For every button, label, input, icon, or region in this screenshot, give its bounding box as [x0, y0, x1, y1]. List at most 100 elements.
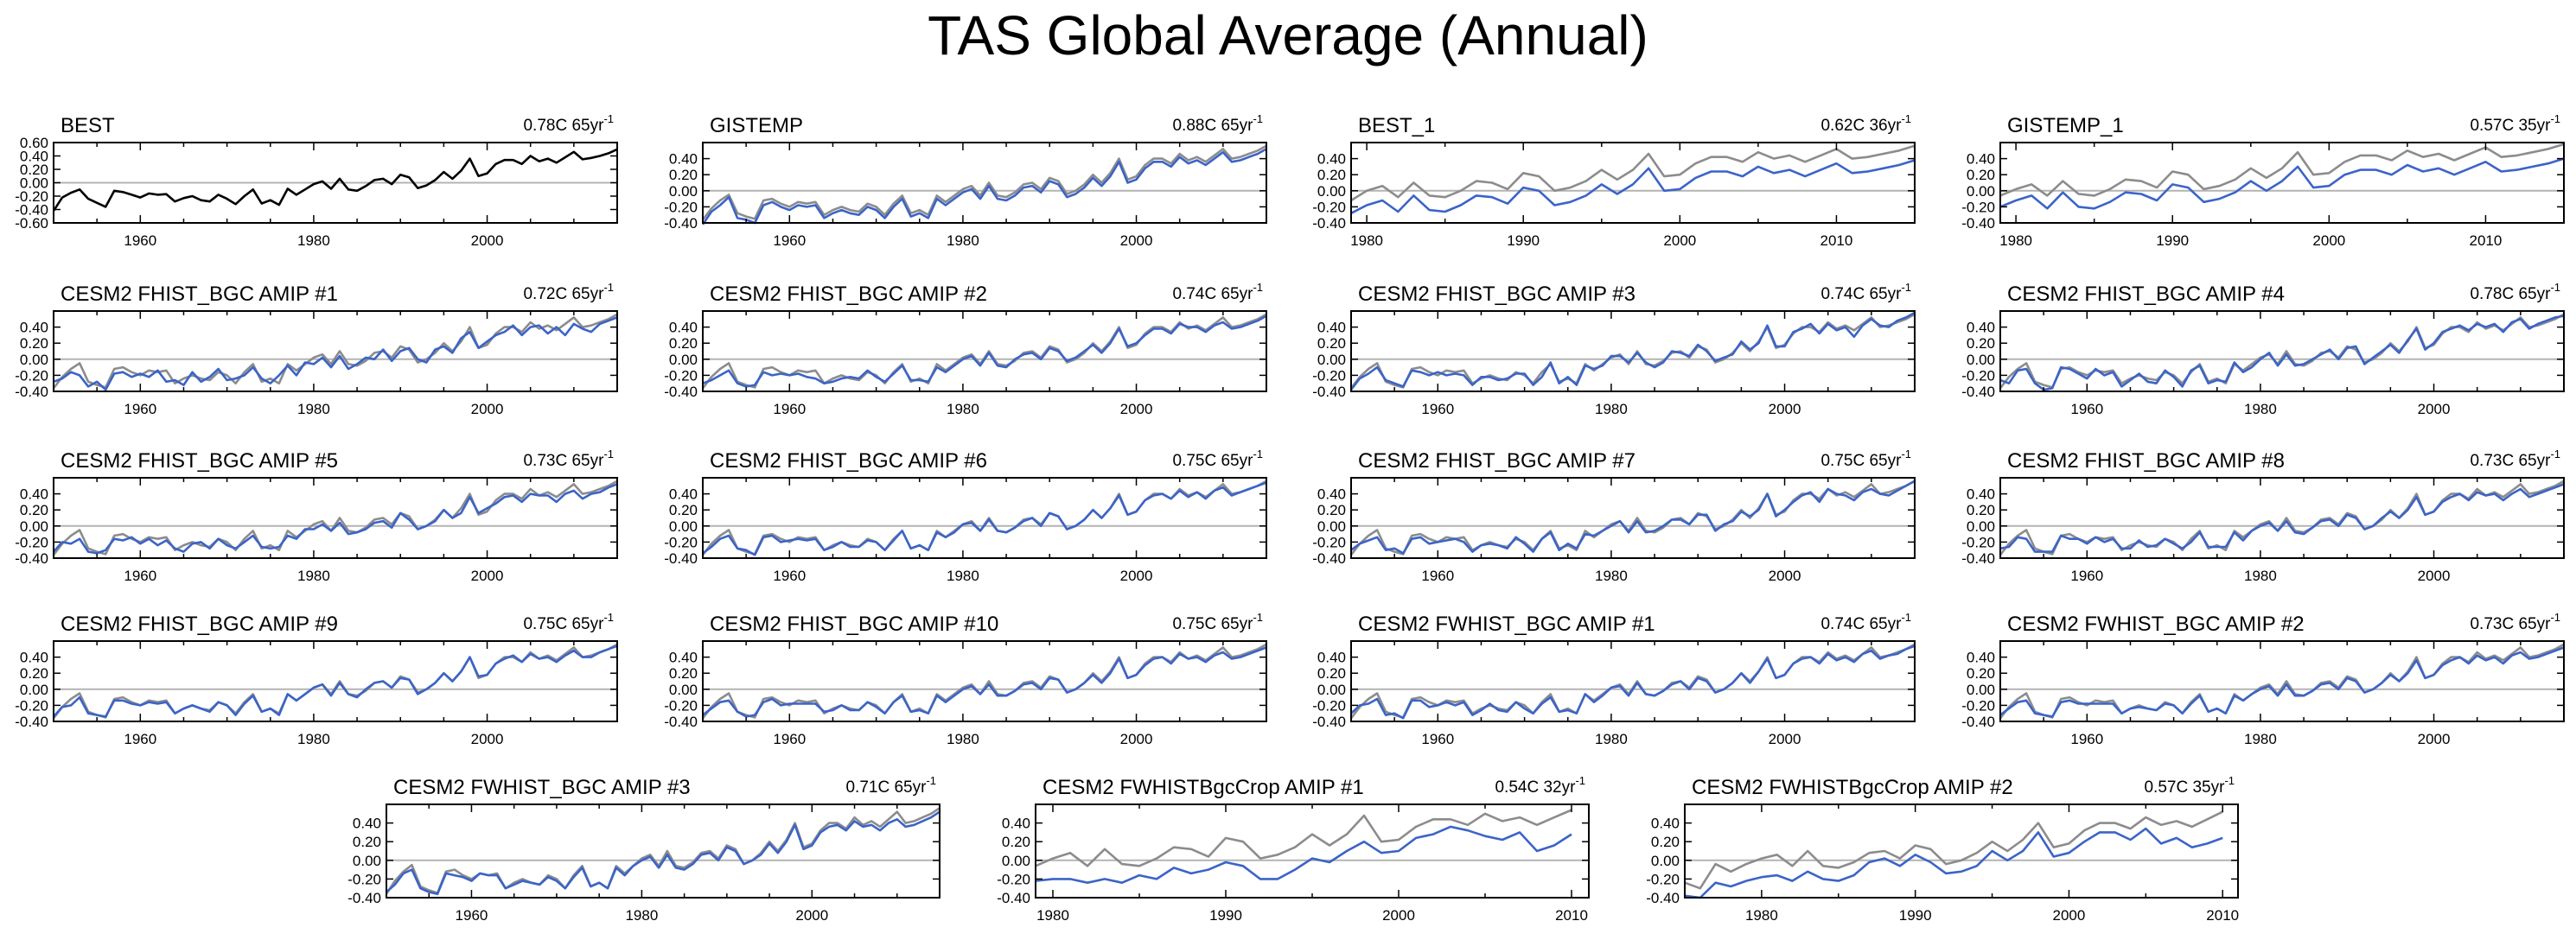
x-tick-label: 2010 — [2470, 232, 2503, 249]
x-tick-label: 2000 — [471, 401, 504, 417]
y-tick-label: -0.40 — [1312, 714, 1346, 730]
x-tick-label: 1960 — [773, 731, 806, 747]
series-line — [1350, 480, 1916, 555]
x-tick-label: 2000 — [1769, 401, 1801, 417]
y-tick-label: -0.20 — [15, 367, 48, 384]
x-tick-label: 2000 — [1120, 568, 1153, 584]
y-tick-label: 0.40 — [20, 650, 48, 666]
y-tick-label: -0.40 — [348, 890, 381, 906]
y-tick-label: -0.40 — [1961, 714, 1995, 730]
x-tick-label: 1980 — [1595, 731, 1628, 747]
panel-title: CESM2 FHIST_BGC AMIP #3 — [1358, 283, 1636, 306]
panel-trend-stat: 0.62C 36yr-1 — [1820, 112, 1911, 135]
x-tick-label: 2000 — [1382, 907, 1415, 924]
x-tick-label: 1960 — [773, 401, 806, 417]
series-line — [702, 314, 1267, 388]
series-line — [1684, 810, 2223, 890]
x-tick-label: 1980 — [1999, 232, 2032, 249]
y-tick-label: 0.00 — [669, 183, 698, 200]
x-tick-label: 1980 — [947, 232, 979, 249]
series-line — [1349, 480, 1916, 556]
y-tick-label: 0.40 — [669, 151, 698, 168]
x-tick-label: 2000 — [1120, 232, 1153, 249]
panel-trend-stat: 0.71C 65yr-1 — [845, 774, 936, 797]
y-tick-label: 0.00 — [20, 352, 48, 368]
chart-panel: 1960 1980 2000 -0.40-0.200.000.200.40 GISTEM… — [664, 112, 1267, 249]
plot-frame — [702, 640, 1267, 722]
y-tick-label: 0.40 — [20, 486, 48, 503]
y-tick-label: 0.20 — [1967, 167, 1995, 183]
y-tick-label: 0.40 — [20, 320, 48, 336]
y-tick-label: -0.20 — [664, 367, 698, 384]
x-tick-label: 2000 — [471, 232, 504, 249]
y-tick-label: -0.20 — [1312, 367, 1346, 384]
series-line — [52, 480, 618, 556]
x-tick-label: 1980 — [625, 907, 658, 924]
panel-title: GISTEMP — [710, 114, 803, 137]
panel-title: CESM2 FHIST_BGC AMIP #1 — [61, 283, 338, 306]
series-line — [52, 148, 618, 212]
y-tick-label: 0.40 — [1317, 320, 1346, 336]
panel-trend-stat: 0.72C 65yr-1 — [523, 281, 614, 303]
plot-frame — [1999, 142, 2565, 224]
panel-title: CESM2 FHIST_BGC AMIP #8 — [2007, 449, 2285, 473]
chart-panel: 1960 1980 2000 -0.40-0.200.000.200.40 CESM2 … — [15, 611, 618, 747]
x-tick-label: 1980 — [2244, 731, 2277, 747]
y-tick-label: -0.40 — [1312, 550, 1346, 567]
y-tick-label: 0.40 — [1651, 816, 1680, 832]
y-tick-label: -0.20 — [1961, 367, 1995, 384]
y-tick-label: 0.00 — [669, 682, 698, 698]
y-tick-label: 0.00 — [669, 352, 698, 368]
plot-frame — [53, 310, 618, 392]
panel-trend-stat: 0.54C 32yr-1 — [1495, 774, 1585, 797]
y-tick-label: -0.40 — [15, 384, 48, 400]
x-tick-label: 1960 — [2070, 731, 2103, 747]
panel-trend-stat: 0.75C 65yr-1 — [1172, 611, 1263, 633]
x-tick-label: 1980 — [947, 731, 979, 747]
y-tick-label: 0.00 — [1002, 853, 1030, 869]
x-tick-label: 1980 — [947, 568, 979, 584]
y-tick-label: 0.20 — [353, 834, 381, 850]
y-tick-label: 0.40 — [1967, 320, 1995, 336]
x-tick-label: 1990 — [2156, 232, 2189, 249]
y-tick-label: -0.40 — [997, 890, 1030, 906]
plot-frame — [1350, 640, 1916, 722]
plot-frame — [1350, 142, 1916, 224]
x-tick-label: 2000 — [2053, 907, 2086, 924]
y-tick-label: -0.40 — [1961, 384, 1995, 400]
series-line — [53, 645, 618, 718]
y-tick-label: 0.00 — [1967, 518, 1995, 535]
x-tick-label: 2000 — [1769, 731, 1801, 747]
panel-trend-stat: 0.74C 65yr-1 — [1820, 281, 1911, 303]
x-tick-label: 1980 — [1595, 401, 1628, 417]
x-tick-label: 1980 — [1036, 907, 1069, 924]
x-tick-label: 1980 — [1745, 907, 1778, 924]
y-tick-label: -0.20 — [664, 697, 698, 714]
y-tick-label: -0.40 — [664, 550, 698, 567]
plot-frame — [1999, 640, 2565, 722]
panel-title: CESM2 FWHIST_BGC AMIP #3 — [393, 776, 691, 799]
y-tick-label: -0.20 — [1961, 697, 1995, 714]
y-tick-label: 0.40 — [20, 149, 48, 165]
y-tick-label: -0.40 — [15, 550, 48, 567]
x-tick-label: 2010 — [1555, 907, 1588, 924]
y-tick-label: 0.40 — [1967, 486, 1995, 503]
y-tick-label: 0.40 — [1002, 816, 1030, 832]
plot-frame — [53, 640, 618, 722]
chart-panel: 1960 1980 2000 -0.40-0.200.000.200.40 CESM2 … — [1312, 611, 1916, 747]
series-line — [1035, 809, 1572, 867]
y-tick-label: 0.20 — [1317, 335, 1346, 352]
y-tick-label: 0.20 — [20, 502, 48, 518]
y-tick-label: -0.40 — [664, 384, 698, 400]
y-tick-label: 0.00 — [1317, 352, 1346, 368]
plot-frame — [1350, 477, 1916, 559]
x-tick-label: 1960 — [2070, 568, 2103, 584]
x-tick-label: 1960 — [1421, 401, 1454, 417]
chart-panel: 1960 1980 2000 -0.40-0.200.000.200.40 CESM2 … — [1961, 281, 2565, 417]
series-line — [1349, 311, 1916, 391]
chart-panel: 1960 1980 2000 -0.40-0.200.000.200.40 CESM2 … — [1312, 281, 1916, 417]
plot-frame — [702, 310, 1267, 392]
panel-title: GISTEMP_1 — [2007, 114, 2124, 137]
y-tick-label: -0.20 — [1646, 871, 1680, 887]
y-tick-label: 0.00 — [353, 853, 381, 869]
